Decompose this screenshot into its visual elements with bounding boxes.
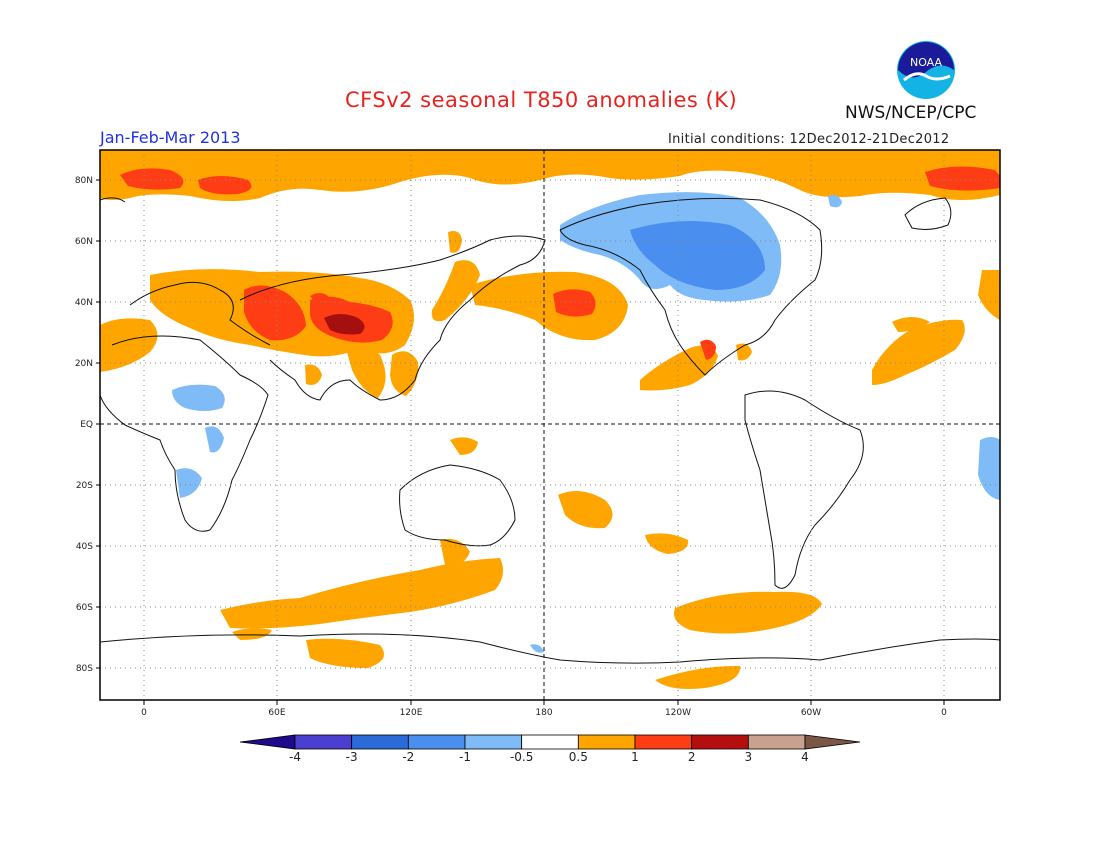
colorbar-tick-label: 0.5 [569,750,588,764]
colorbar-box [747,734,806,750]
colorbar-tick-label: -3 [346,750,358,764]
australia-outline [399,464,516,547]
latitude-ticks [96,179,100,669]
lat-label: 80S [76,664,93,674]
east-pacific-warm-region [640,270,1000,391]
lat-label: 20S [76,481,93,491]
colorbar-tick-label: 3 [745,750,753,764]
longitude-ticks [143,700,945,705]
colorbar-tick-label: 1 [631,750,639,764]
colorbar-min-arrow [239,734,296,750]
colorbar [239,734,861,750]
colorbar-box [577,734,636,750]
colorbar-box [464,734,523,750]
asia-outline [239,235,546,401]
colorbar-box [691,734,749,750]
north-america-outline [559,197,823,376]
lat-label: 80N [75,176,93,186]
lat-label: 60S [76,603,93,613]
colorbar-tick-label: -1 [459,750,471,764]
map-title: CFSv2 seasonal T850 anomalies (K) [345,88,738,112]
lat-label: 20N [75,359,93,369]
greenland-outline-west [100,197,126,203]
colorbar-max-arrow [804,734,861,750]
lat-label: 60N [75,237,93,247]
colorbar-tick-label: -2 [402,750,414,764]
period-label: Jan-Feb-Mar 2013 [100,128,241,147]
south-america-outline [744,390,864,589]
colorbar-tick-label: -0.5 [510,750,533,764]
map-frame [99,149,1001,701]
lat-label: 40N [75,298,93,308]
lat-label: 40S [76,542,93,552]
initial-conditions-label: Initial conditions: 12Dec2012-21Dec2012 [668,132,950,147]
agency-label: NWS/NCEP/CPC [845,103,977,123]
lon-label: 120W [665,708,691,718]
southern-ocean-warm-region [220,437,822,689]
arctic-warm-region [100,150,1000,202]
noaa-logo: NOAA [897,41,955,99]
lat-label: EQ [80,420,93,430]
central-asia-warm-region [100,231,480,398]
longitude-labels: 0 60E 120E 180 120W 60W 0 [141,708,947,718]
colorbar-tick-label: 2 [688,750,696,764]
antarctica-outline [100,633,1000,664]
colorbar-tick-label: -4 [289,750,301,764]
colorbar-tick-label: 4 [801,750,809,764]
lon-label: 180 [535,708,552,718]
africa-outline [100,335,269,532]
coastlines [100,197,1000,664]
colorbar-box [351,734,409,750]
lon-label: 60W [801,708,821,718]
lon-label: 0 [141,708,147,718]
colorbar-box [521,734,579,750]
equator-dateline [100,150,1000,700]
lon-label: 60E [268,708,285,718]
latitude-labels: 80N 60N 40N 20N EQ 20S 40S 60S 80S [75,176,93,674]
colorbar-box [634,734,693,750]
logo-text: NOAA [910,56,943,69]
colorbar-labels: -4 -3 -2 -1 -0.5 0.5 1 2 3 4 [289,750,809,764]
colorbar-box [407,734,466,750]
graticule [100,150,1000,700]
lon-label: 0 [941,708,947,718]
north-pacific-warm-region [470,271,628,341]
colorbar-box [294,734,353,750]
africa-cold-region [172,384,1000,500]
europe-outline [129,281,271,346]
canada-cold-region [560,192,842,302]
greenland-outline [904,197,952,230]
lon-label: 120E [400,708,423,718]
